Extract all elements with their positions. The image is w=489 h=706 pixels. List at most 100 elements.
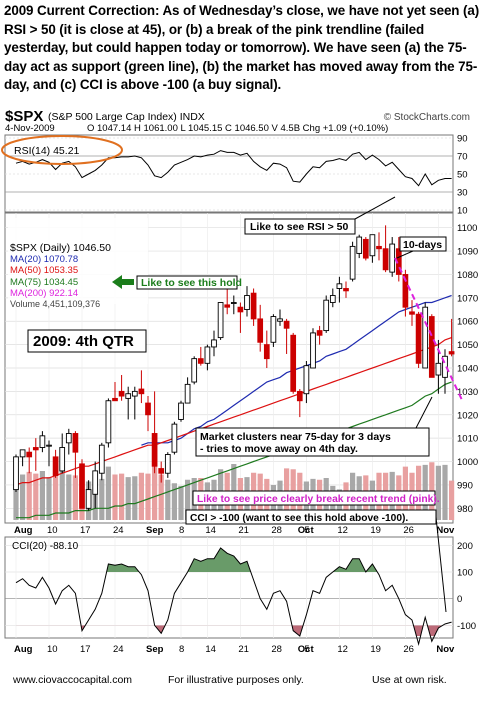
candle-body — [389, 243, 396, 273]
candle-body — [184, 383, 191, 404]
symbol-title: $SPX — [5, 108, 43, 125]
ma-line-ma50 — [15, 337, 452, 486]
candle-body — [448, 351, 455, 355]
candle-body — [112, 397, 118, 402]
x-tick-label: Aug — [14, 644, 33, 655]
footer-risk: Use at own risk. — [372, 674, 447, 686]
candle-body — [98, 444, 105, 474]
x-tick-label: 8 — [179, 525, 184, 536]
candle-body — [329, 295, 336, 303]
hold-note: Like to see this hold — [141, 277, 242, 289]
candle-body — [85, 489, 92, 509]
rsi-tick-label: 70 — [457, 152, 468, 163]
hold-arrow-icon — [112, 275, 134, 289]
x-tick-label: Nov — [436, 644, 455, 655]
volume-bar — [138, 472, 144, 520]
commentary-header: 2009 Current Correction: As of Wednesday… — [4, 3, 480, 92]
volume-bar — [46, 477, 52, 520]
candle-body — [46, 444, 52, 447]
cci-tick-label: -100 — [457, 621, 476, 632]
candle-body — [257, 318, 264, 343]
volume-bar — [178, 485, 184, 520]
candle-body — [237, 306, 244, 313]
volume-bar — [132, 476, 138, 520]
volume-bar — [145, 473, 151, 520]
x-tick-label: 19 — [370, 525, 381, 536]
candle-body — [164, 454, 171, 474]
price-tick-label: 1010 — [457, 434, 478, 445]
volume-bar — [435, 465, 441, 520]
price-tick-label: 990 — [457, 480, 473, 491]
clusters-note: Market clusters near 75-day for 3 days -… — [200, 431, 394, 455]
candle-body — [250, 292, 257, 320]
stockchart: $SPX (S&P 500 Large Cap Index) INDX © St… — [1, 108, 478, 655]
candle-body — [409, 311, 415, 315]
price-tick-label: 1020 — [457, 410, 478, 421]
candle-body — [277, 318, 283, 322]
x-tick-label: 28 — [271, 644, 282, 655]
rsi-line — [15, 150, 452, 187]
volume-bar — [66, 474, 72, 520]
rsi-legend: RSI(14) 45.21 — [14, 145, 80, 157]
candle-body — [349, 245, 356, 280]
x-tick-label: 8 — [179, 644, 184, 655]
candle-body — [151, 433, 158, 467]
quarter-label: 2009: 4th QTR — [33, 333, 134, 350]
watermark: © StockCharts.com — [384, 112, 470, 123]
price-tick-label: 1080 — [457, 270, 478, 281]
ma50-legend: MA(50) 1053.35 — [10, 265, 78, 276]
volume-bar — [119, 473, 125, 520]
x-tick-label: 24 — [113, 644, 124, 655]
volume-bar — [165, 479, 171, 520]
volume-bar — [171, 483, 177, 520]
volume-bar — [125, 477, 131, 520]
candle-body — [79, 463, 85, 509]
candle-body — [191, 358, 198, 383]
candle-body — [369, 234, 376, 257]
candle-body — [125, 393, 132, 399]
candle-body — [283, 320, 290, 329]
candle-body — [224, 304, 231, 308]
volume-bar — [53, 472, 59, 520]
volume-bar — [72, 475, 78, 520]
price-tick-label: 1090 — [457, 247, 478, 258]
ma200-legend: MA(200) 922.14 — [10, 288, 78, 299]
candle-body — [13, 456, 19, 491]
candle-body — [145, 402, 151, 416]
candle-body — [158, 468, 165, 474]
rsi-tick-label: 90 — [457, 134, 468, 145]
cci-tick-label: 100 — [457, 568, 473, 579]
candle-body — [204, 346, 211, 364]
candle-body — [422, 306, 429, 369]
candle-body — [244, 295, 250, 310]
volume-bar — [59, 469, 65, 520]
cci-note: CCI > -100 (want to see this hold above … — [190, 513, 408, 524]
rsi-tick-label: 50 — [457, 170, 468, 181]
ma20-legend: MA(20) 1070.78 — [10, 254, 78, 265]
footer: www.ciovaccocapital.com For illustrative… — [0, 674, 489, 690]
volume-bar — [112, 474, 118, 520]
x-tick-label: Sep — [146, 525, 164, 536]
candle-body — [296, 390, 303, 402]
ma75-legend: MA(75) 1034.45 — [10, 277, 78, 288]
x-tick-label: Aug — [14, 525, 33, 536]
x-tick-label: Sep — [146, 644, 164, 655]
candle-body — [310, 332, 316, 369]
candle-body — [217, 302, 224, 339]
candle-body — [19, 449, 26, 458]
volume-bar — [442, 464, 448, 520]
x-tick-label: 12 — [337, 644, 348, 655]
x-tick-label: 19 — [370, 644, 381, 655]
candle-body — [72, 433, 79, 453]
price-tick-label: 980 — [457, 504, 473, 515]
volume-bar — [26, 471, 32, 520]
candle-body — [323, 299, 330, 332]
candle-body — [138, 388, 145, 395]
candle-body — [230, 302, 237, 304]
x-tick-label: 5 — [304, 644, 309, 655]
rsi-tick-label: 30 — [457, 188, 468, 199]
pink-trendline — [394, 257, 463, 401]
candle-body — [263, 344, 270, 360]
candle-body — [356, 236, 363, 254]
x-tick-label: 12 — [337, 525, 348, 536]
